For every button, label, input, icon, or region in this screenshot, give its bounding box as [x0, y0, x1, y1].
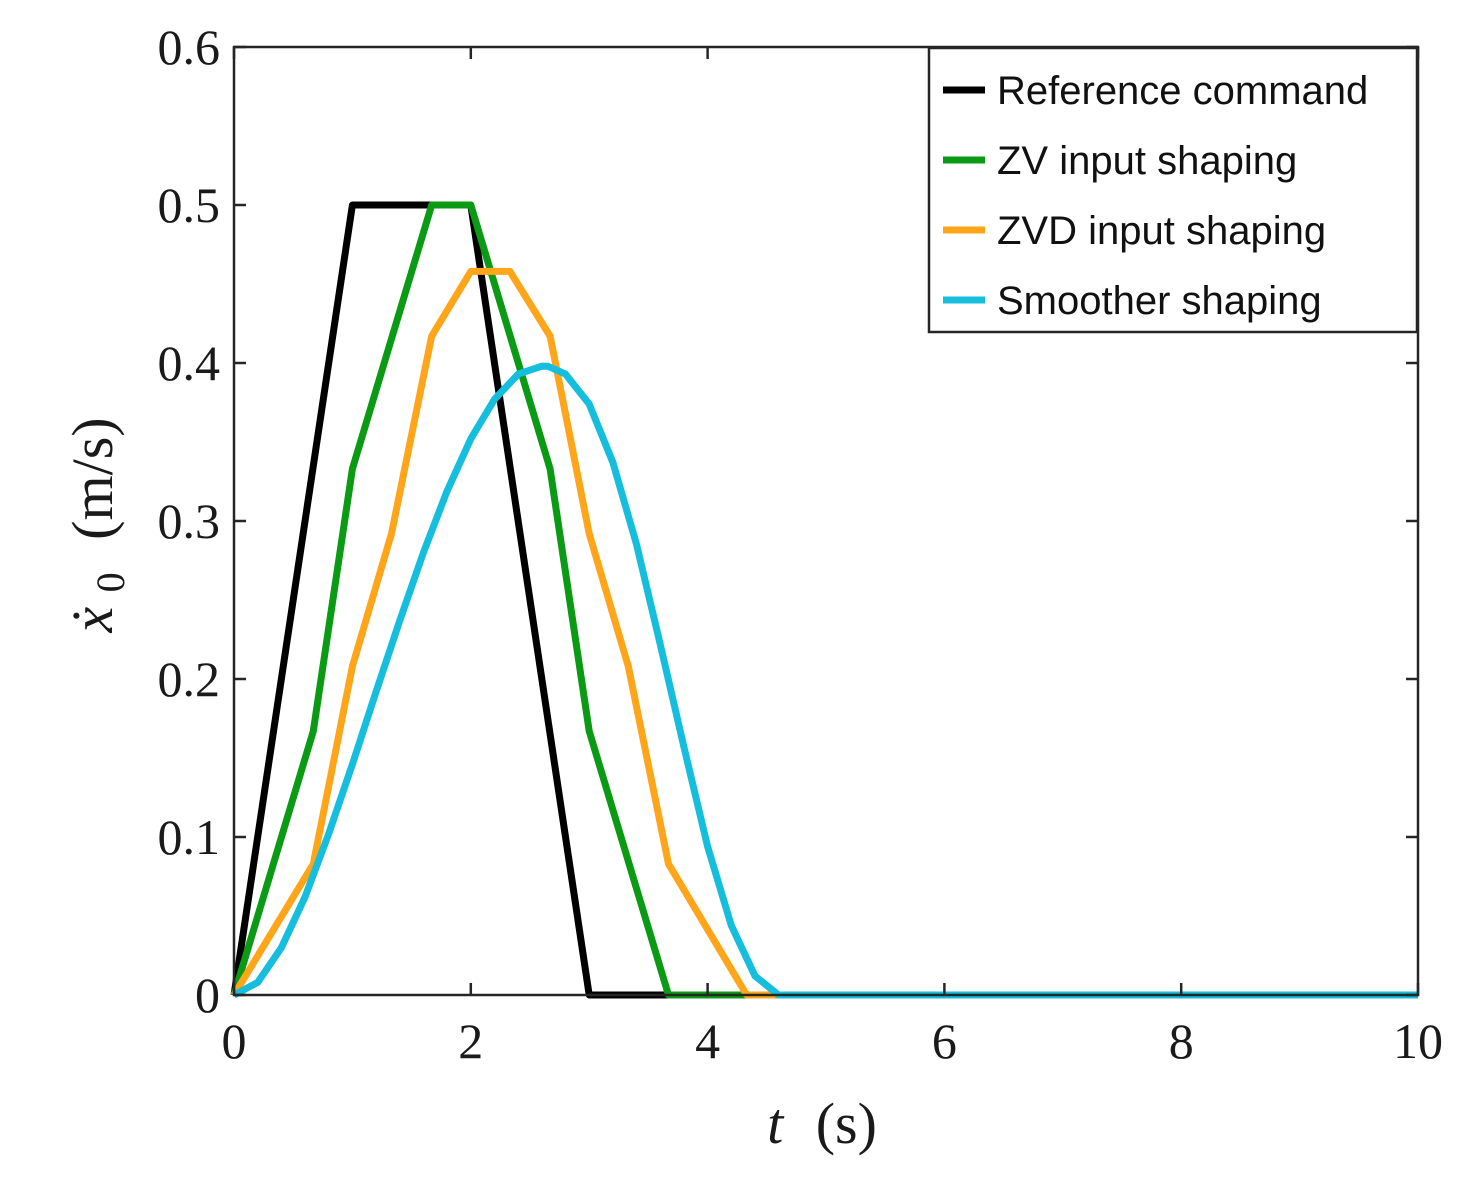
y-tick-label: 0: [195, 967, 220, 1023]
x-tick-label: 2: [458, 1013, 483, 1069]
y-tick-label: 0.1: [158, 809, 221, 865]
legend: Reference command ZV input shaping ZVD inp…: [927, 46, 1419, 334]
legend-box: [927, 46, 1419, 334]
x-tick-label: 0: [222, 1013, 247, 1069]
legend-label: ZV input shaping: [997, 139, 1297, 183]
legend-label: Smoother shaping: [997, 279, 1322, 323]
series-line-zv-input-shaping: [230, 201, 1418, 999]
legend-label: ZVD input shaping: [997, 209, 1326, 253]
y-axis-label-sub: 0: [88, 572, 133, 592]
x-axis-ticks: 0 2 4 6 8 10: [222, 47, 1443, 1069]
x-tick-label: 6: [932, 1013, 957, 1069]
x-axis-label: t (s): [767, 1091, 877, 1156]
x-tick-label: 4: [695, 1013, 720, 1069]
y-tick-label: 0.3: [158, 493, 221, 549]
y-axis-label: ẋ 0 (m/s): [60, 417, 137, 633]
series-line-zvd-input-shaping: [231, 267, 1418, 999]
y-tick-label: 0.4: [158, 335, 221, 391]
x-tick-label: 10: [1393, 1013, 1443, 1069]
x-tick-label: 8: [1169, 1013, 1194, 1069]
y-tick-label: 0.5: [158, 177, 221, 233]
y-tick-label: 0.6: [158, 19, 221, 75]
y-tick-label: 0.2: [158, 651, 221, 707]
y-axis-label-var: ẋ: [60, 607, 125, 634]
y-axis-ticks: 0 0.1 0.2 0.3 0.4 0.5 0.6: [158, 19, 1418, 1023]
series-line-smoother-shaping: [232, 362, 1418, 999]
legend-label: Reference command: [997, 69, 1368, 113]
x-axis-label-unit: (s): [816, 1091, 877, 1156]
x-axis-label-var: t: [767, 1091, 785, 1156]
y-axis-label-unit: (m/s): [60, 417, 125, 539]
